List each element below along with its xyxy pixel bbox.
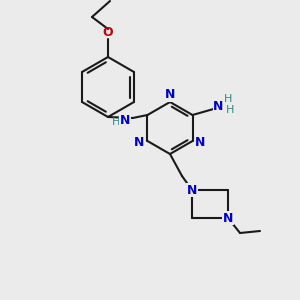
Text: H: H: [226, 105, 235, 115]
Text: N: N: [165, 88, 175, 101]
Text: N: N: [187, 184, 197, 196]
Text: H: H: [112, 117, 120, 127]
Text: N: N: [134, 136, 145, 149]
Text: H: H: [224, 94, 233, 104]
Text: N: N: [223, 212, 233, 224]
Text: N: N: [195, 136, 206, 149]
Text: N: N: [213, 100, 224, 113]
Text: O: O: [103, 26, 113, 40]
Text: N: N: [120, 113, 130, 127]
